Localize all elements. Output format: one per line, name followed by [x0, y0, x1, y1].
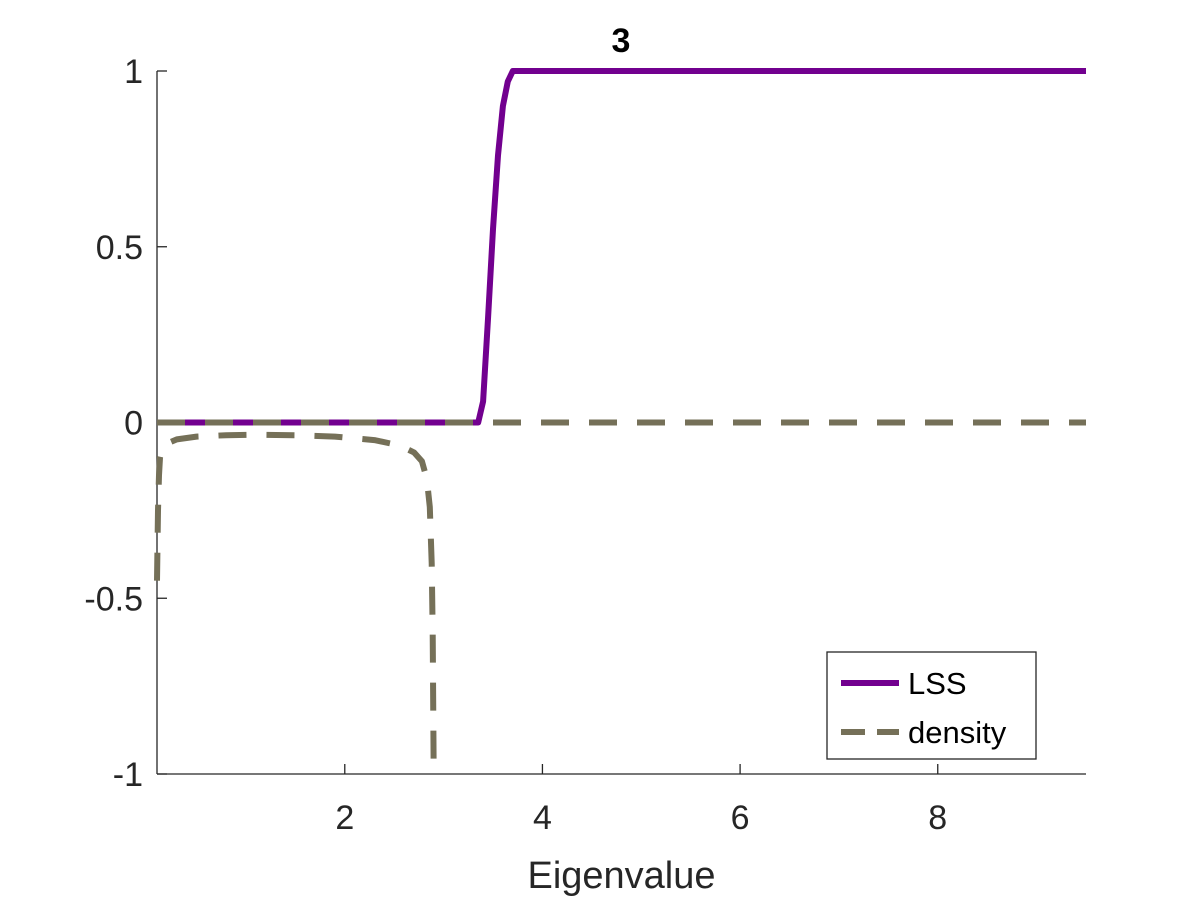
legend-label-lss: LSS [908, 666, 967, 701]
legend-box [826, 651, 1037, 760]
y-tick-label: -0.5 [84, 580, 143, 618]
y-tick-label: 0.5 [96, 229, 143, 267]
x-tick-label: 4 [533, 799, 552, 837]
x-tick-label: 8 [928, 799, 947, 837]
series-lss-line [157, 68, 1086, 426]
x-tick-label: 2 [335, 799, 354, 837]
x-axis-label: Eigenvalue [527, 855, 715, 897]
chart-title: 3 [612, 22, 631, 60]
x-tick-label: 6 [731, 799, 750, 837]
legend-label-density: density [908, 715, 1007, 750]
axes: 2 4 6 8 -1 -0.5 0 0.5 1 [84, 53, 1086, 837]
series-density-line [154, 431, 437, 775]
y-tick-label: 0 [124, 405, 143, 443]
y-tick-label: 1 [124, 53, 143, 91]
series-layer [154, 68, 1086, 775]
legend: LSS density [826, 651, 1037, 760]
y-tick-label: -1 [113, 756, 143, 794]
